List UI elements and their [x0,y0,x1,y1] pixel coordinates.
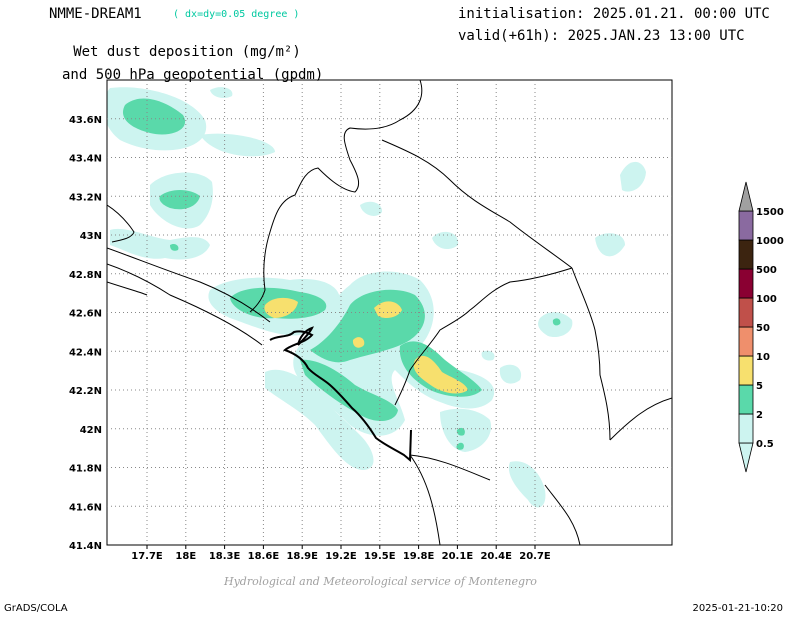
initialisation-time: initialisation: 2025.01.21. 00:00 UTC [458,6,770,22]
legend-label: 1500 [756,207,784,218]
lon-tick-label: 17.7E [131,551,163,562]
footer-software: GrADS/COLA [4,603,68,614]
lat-tick-label: 43.6N [69,115,102,126]
lat-tick-label: 43.2N [69,192,102,203]
lat-tick-label: 42N [80,425,102,436]
legend-swatch [738,268,754,299]
lon-tick-label: 18.9E [286,551,318,562]
colorbar-legend: 0.5 2 5 10 50 100 500 1000 1500 [738,181,784,473]
valid-time: valid(+61h): 2025.JAN.23 13:00 UTC [458,28,745,44]
legend-swatch [738,413,754,444]
lat-tick-label: 42.4N [69,347,102,358]
lat-tick-label: 43N [80,231,102,242]
legend-swatch [738,384,754,415]
lat-tick-label: 42.2N [69,386,102,397]
lon-tick-label: 20.7E [519,551,551,562]
model-resolution: ( dx=dy=0.05 degree ) [173,9,300,20]
lat-tick-label: 41.8N [69,464,102,475]
legend-swatch [738,326,754,357]
lon-tick-label: 18.6E [248,551,280,562]
legend-swatch [738,239,754,270]
credit-line: Hydrological and Meteorological service … [224,575,537,588]
legend-swatch [738,181,754,212]
lat-tick-label: 42.8N [69,270,102,281]
legend-label: 1000 [756,236,784,247]
lat-tick-label: 42.6N [69,309,102,320]
montenegro-coastline [269,326,412,463]
lat-tick-label: 41.6N [69,502,102,513]
legend-label: 100 [756,294,777,305]
map-title: Wet dust deposition (mg/m²) and 500 hPa … [62,41,324,87]
legend-label: 2 [756,410,763,421]
legend-label: 500 [756,265,777,276]
lon-tick-label: 19.8E [403,551,435,562]
legend-swatch [738,355,754,386]
legend-label: 5 [756,381,763,392]
legend-swatch [738,442,754,473]
legend-label: 0.5 [756,439,774,450]
country-borders [107,80,672,545]
model-name: NMME-DREAM1 [49,6,142,22]
title-line-1: Wet dust deposition (mg/m²) [73,44,301,60]
lon-tick-label: 19.5E [364,551,396,562]
latitude-labels: 41.4N 41.6N 41.8N 42N 42.2N 42.4N 42.6N 42.8N 43… [69,115,102,552]
lat-tick-label: 43.4N [69,154,102,165]
longitude-labels: 17.7E 18E 18.3E 18.6E 18.9E 19.2E 19.5E 19.8E 20… [131,551,551,562]
lon-tick-label: 18.3E [209,551,241,562]
legend-swatch [738,210,754,241]
footer-timestamp: 2025-01-21-10:20 [692,603,783,614]
lon-tick-label: 20.1E [442,551,474,562]
deposition-field [107,87,646,508]
legend-swatch [738,297,754,328]
lat-tick-label: 41.4N [69,541,102,552]
title-line-2: and 500 hPa geopotential (gpdm) [62,67,324,83]
legend-label: 50 [756,323,770,334]
lat-lon-grid [107,80,672,549]
lon-tick-label: 19.2E [325,551,357,562]
lon-tick-label: 18E [175,551,196,562]
legend-label: 10 [756,352,770,363]
lon-tick-label: 20.4E [480,551,512,562]
